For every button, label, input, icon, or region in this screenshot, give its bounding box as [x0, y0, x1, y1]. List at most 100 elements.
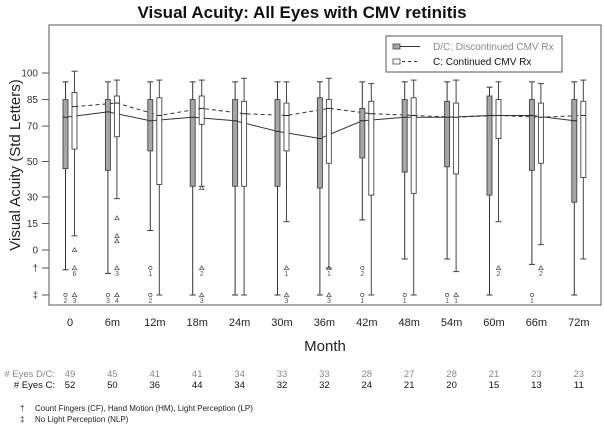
- eyes-dc-count: 33: [319, 369, 330, 380]
- outlier-triangle: [198, 292, 205, 298]
- box: [232, 99, 239, 187]
- outlier-count-label: 2: [360, 271, 364, 278]
- eyes-dc-count: 34: [234, 369, 245, 380]
- outlier-count-label: 3: [115, 271, 119, 278]
- outlier-count-label: 3: [200, 298, 204, 305]
- eyes-c-count: 32: [319, 380, 330, 391]
- box: [104, 99, 111, 171]
- eyes-dc-label: # Eyes D/C:: [4, 369, 55, 380]
- box: [571, 99, 578, 203]
- y-tick-label: 30: [27, 192, 39, 203]
- legend-box: [385, 35, 563, 73]
- footnote-dagger-text: Count Fingers (CF), Hand Motion (HM), Li…: [35, 404, 253, 413]
- y-tick-label: ‡: [32, 291, 38, 302]
- box: [495, 99, 502, 139]
- eyes-dc-count: 23: [531, 369, 542, 380]
- x-axis-label: Month: [304, 338, 346, 355]
- x-tick-label: 72m: [568, 317, 589, 329]
- outlier-count-label: 4: [115, 298, 119, 305]
- outlier-count-label: 3: [285, 298, 289, 305]
- outlier-triangle: [114, 238, 120, 244]
- outlier-triangle: [114, 232, 120, 238]
- eyes-c-count: 20: [446, 380, 457, 391]
- eyes-c-count: 52: [65, 380, 76, 391]
- eyes-count-table: # Eyes D/C: # Eyes C: 49 45 41 41 34 33 33 28 27…: [4, 369, 584, 391]
- outlier-triangle: [114, 265, 120, 271]
- box: [401, 99, 408, 173]
- y-axis-label: Visual Acuity (Std Letters): [7, 79, 24, 250]
- outlier-circle: [148, 265, 153, 271]
- outlier-circle: [444, 292, 450, 298]
- x-tick-label: 36m: [314, 317, 335, 329]
- outlier-circle: [105, 292, 111, 298]
- outlier-triangle: [495, 265, 502, 271]
- outlier-triangle: [71, 247, 78, 253]
- x-tick-label: 54m: [441, 317, 462, 329]
- eyes-c-label: # Eyes C:: [14, 380, 55, 391]
- y-tick-label: †: [32, 264, 38, 275]
- eyes-c-count: 34: [234, 380, 245, 391]
- outlier-triangle: [198, 265, 205, 271]
- footnote-ddagger-text: No Light Perception (NLP): [35, 415, 129, 424]
- box: [274, 99, 281, 187]
- legend: D/C: Discontinued CMV Rx C: Continued CM…: [385, 35, 563, 73]
- outlier-triangle: [326, 292, 332, 298]
- box: [71, 92, 78, 150]
- box: [198, 95, 205, 125]
- x-tick-label: 48m: [398, 317, 419, 329]
- box: [113, 95, 120, 138]
- footnote-ddagger-symbol: ‡: [20, 415, 24, 424]
- outlier-circle: [360, 265, 365, 271]
- outlier-triangle: [71, 265, 78, 271]
- outlier-count-label: 3: [106, 298, 110, 305]
- outlier-triangle: [538, 265, 544, 271]
- eyes-dc-count: 27: [404, 369, 415, 380]
- x-tick-label: 30m: [271, 317, 292, 329]
- eyes-dc-count: 45: [107, 369, 118, 380]
- eyes-c-count: 44: [192, 380, 203, 391]
- outlier-count-label: 1: [454, 298, 458, 305]
- outlier-count-label: 1: [445, 298, 449, 305]
- chart-title: Visual Acuity: All Eyes with CMV retinit…: [137, 3, 466, 22]
- x-tick-label: 42m: [356, 317, 377, 329]
- y-tick-label: 70: [27, 122, 39, 133]
- x-axis: 0 6m 12m 18m 24m 30m 36m 42m 48m 54m 60m 66m 72m: [67, 317, 590, 329]
- outlier-count-label: 3: [327, 298, 331, 305]
- outlier-count-label: 2: [148, 298, 152, 305]
- footnotes: † Count Fingers (CF), Hand Motion (HM), …: [20, 404, 253, 424]
- outlier-count-label: 2: [497, 271, 501, 278]
- legend-dc-label: D/C: Discontinued CMV Rx: [433, 42, 554, 53]
- outlier-triangle: [114, 292, 120, 298]
- eyes-c-count: 24: [362, 380, 373, 391]
- box: [241, 100, 248, 187]
- eyes-dc-count: 28: [446, 369, 457, 380]
- box: [325, 99, 332, 164]
- eyes-dc-count: 28: [362, 369, 373, 380]
- box: [316, 97, 323, 189]
- y-tick-label: 0: [32, 246, 38, 257]
- outlier-count-label: 1: [530, 298, 534, 305]
- eyes-c-count: 36: [150, 380, 161, 391]
- box: [156, 97, 163, 185]
- box: [580, 100, 587, 178]
- outlier-circle: [63, 292, 68, 298]
- outlier-triangle: [283, 292, 290, 298]
- y-tick-label: 15: [27, 219, 39, 230]
- y-tick-label: 100: [21, 69, 38, 80]
- eyes-dc-count: 41: [150, 369, 161, 380]
- eyes-dc-count: 23: [574, 369, 585, 380]
- outlier-triangle: [453, 292, 459, 298]
- outlier-triangle: [198, 185, 205, 191]
- outlier-circle: [360, 292, 365, 298]
- eyes-dc-count: 49: [65, 369, 76, 380]
- eyes-c-count: 11: [574, 380, 584, 391]
- box: [410, 97, 417, 194]
- x-tick-label: 66m: [526, 317, 547, 329]
- eyes-c-count: 21: [404, 380, 415, 391]
- outlier-count-label: 1: [327, 271, 331, 278]
- outlier-triangle: [114, 215, 120, 221]
- footnote-dagger-symbol: †: [20, 404, 24, 413]
- outlier-count-label: 6: [73, 271, 77, 278]
